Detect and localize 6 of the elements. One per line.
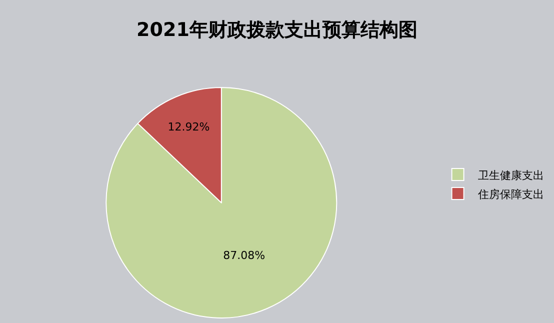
legend-label: 住房保障支出 <box>478 188 544 201</box>
data-label: 12.92% <box>168 120 210 134</box>
legend-label: 卫生健康支出 <box>478 168 544 182</box>
chart-title: 2021年财政拨款支出预算结构图 <box>136 18 418 41</box>
data-label: 87.08% <box>223 249 266 262</box>
pie-slice <box>106 87 338 318</box>
